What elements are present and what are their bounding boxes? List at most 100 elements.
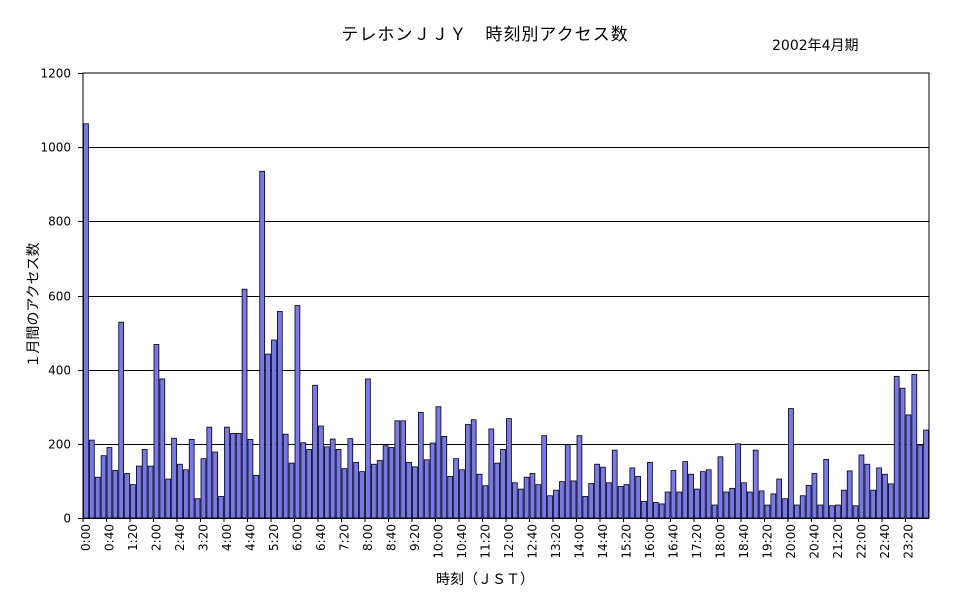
bar-9:50 [429,442,436,519]
bar-7:20 [341,468,348,519]
bar-4:10 [229,433,236,519]
bar-12:10 [511,482,518,519]
bar-5:10 [265,353,271,519]
bar-4:00 [224,426,230,519]
x-tick-label: 20:40 [807,524,821,559]
bar-18:30 [735,443,741,519]
bar-23:20 [905,414,912,519]
bar-18:00 [717,456,724,519]
bar-11:00 [470,419,477,519]
bar-2:50 [182,469,189,519]
bar-0:10 [88,439,95,519]
bar-21:40 [846,470,853,519]
bar-19:00 [752,449,759,519]
x-tick-label: 4:40 [243,524,257,551]
bar-13:50 [570,480,577,519]
bar-7:30 [347,438,354,519]
bar-1:00 [118,321,125,519]
bar-12:50 [535,484,542,519]
bar-12:30 [523,476,530,519]
bar-10:20 [447,476,454,519]
bar-11:10 [476,473,483,519]
bar-21:20 [835,504,841,519]
bar-20:00 [788,408,794,519]
bar-20:40 [811,473,818,519]
x-tick-label: 13:20 [549,524,563,559]
bar-1:20 [130,484,136,519]
bar-13:00 [541,435,548,519]
bar-17:20 [694,488,700,519]
bar-19:30 [770,493,777,519]
bar-6:20 [306,448,313,519]
bar-14:30 [594,463,600,519]
bar-15:40 [635,476,642,519]
x-tick-label: 1:20 [126,524,140,551]
y-tick-label: 800 [48,215,71,229]
x-tick-label: 19:20 [760,524,774,559]
x-tick-label: 23:20 [901,524,915,559]
bar-11:40 [494,462,501,519]
bar-8:50 [394,420,401,519]
bar-2:20 [165,478,172,519]
bar-0:30 [100,455,107,519]
x-tick-label: 3:20 [196,524,210,551]
bar-16:00 [647,461,653,519]
bar-20:30 [805,484,812,519]
bar-20:20 [799,495,806,519]
bar-23:50 [923,429,929,519]
bar-13:10 [547,495,553,519]
bar-13:20 [553,489,559,519]
bar-11:20 [482,485,489,519]
bar-1:30 [135,465,142,519]
bar-15:50 [641,500,647,519]
bar-23:00 [893,375,900,519]
bar-5:20 [271,339,277,519]
bar-8:40 [388,447,395,519]
bar-19:20 [764,504,771,519]
x-tick-label: 8:00 [361,524,375,551]
bar-6:50 [323,446,330,519]
bar-17:10 [688,473,694,519]
bar-22:20 [870,489,877,519]
bar-0:00 [83,123,89,519]
x-tick-label: 12:40 [525,524,539,559]
x-tick-label: 20:00 [784,524,798,559]
bar-23:40 [917,445,924,519]
bar-16:50 [676,491,683,519]
bar-4:50 [253,474,260,519]
bar-3:50 [218,496,224,519]
chart-title: テレホンＪＪＹ 時刻別アクセス数 [341,25,629,45]
x-tick-label: 0:40 [102,524,116,551]
bar-16:10 [652,502,659,519]
bar-4:20 [235,433,242,519]
x-tick-label: 4:00 [220,524,234,551]
bar-11:50 [500,448,506,519]
bar-12:00 [506,418,512,519]
x-tick-label: 16:40 [666,524,680,559]
bar-9:10 [406,461,412,519]
bar-9:20 [412,466,418,519]
x-tick-label: 8:40 [384,524,398,551]
bar-13:40 [564,444,571,519]
x-tick-label: 22:00 [854,524,868,559]
x-tick-label: 2:40 [173,524,187,551]
bar-4:40 [247,438,254,519]
bar-16:30 [664,491,671,519]
bar-6:30 [312,384,318,519]
x-tick-label: 6:40 [314,524,328,551]
bar-0:50 [112,470,119,519]
y-tick-label: 200 [48,438,71,452]
bar-5:30 [276,311,283,519]
bar-11:30 [488,428,495,519]
x-tick-label: 10:00 [431,524,445,559]
x-axis-label: 時刻（ＪＳＴ） [436,572,534,588]
bar-15:30 [629,467,636,519]
bar-6:10 [300,442,307,519]
bar-2:10 [159,378,166,519]
x-tick-label: 18:40 [737,524,751,559]
bar-9:30 [417,411,424,519]
bar-18:40 [741,482,747,519]
bar-7:00 [329,438,336,519]
bar-3:00 [188,438,195,519]
